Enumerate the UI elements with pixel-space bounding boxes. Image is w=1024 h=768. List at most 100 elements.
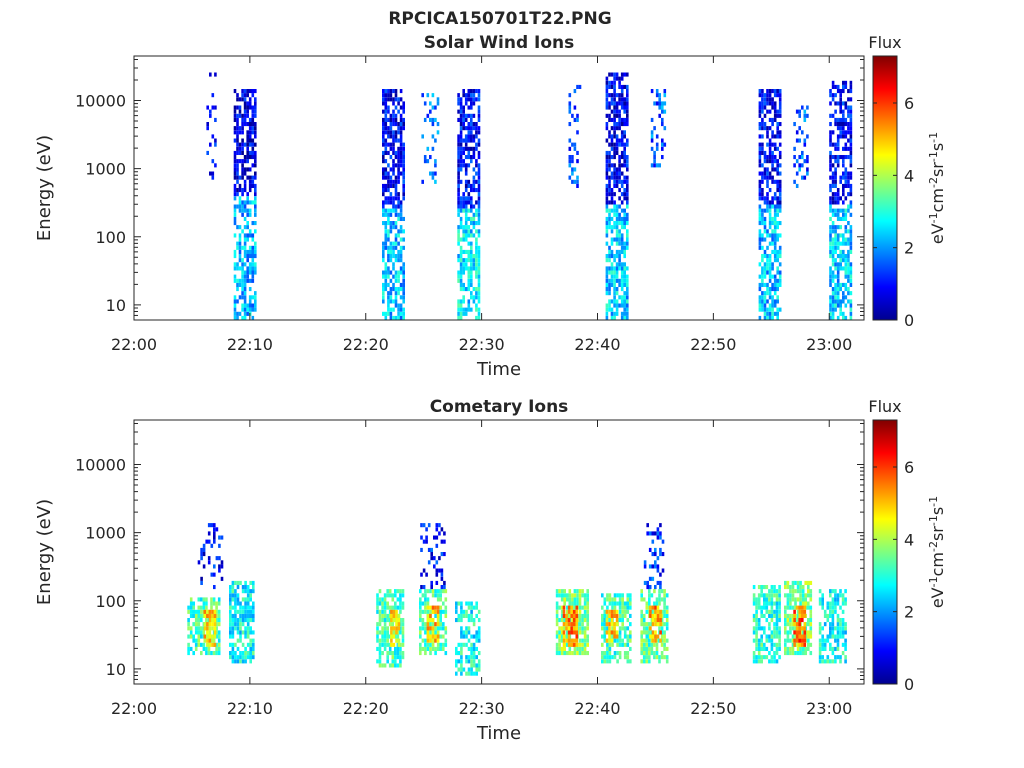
heatmap-cell [608, 130, 611, 135]
heatmap-cell [791, 605, 795, 610]
heatmap-cell [618, 618, 622, 623]
heatmap-cell [244, 626, 247, 631]
heatmap-cell [763, 105, 767, 110]
heatmap-cell [252, 642, 255, 647]
heatmap-cell [768, 221, 772, 226]
heatmap-cell [384, 101, 388, 106]
heatmap-cell [831, 212, 835, 217]
heatmap-cell [766, 311, 769, 316]
heatmap-cell [208, 626, 212, 631]
heatmap-cell [613, 287, 616, 292]
heatmap-cell [583, 651, 587, 656]
heatmap-cell [766, 204, 769, 209]
heatmap-cell [217, 622, 221, 627]
heatmap-cell [573, 601, 577, 606]
heatmap-cell [806, 134, 809, 139]
heatmap-cell [834, 282, 837, 287]
heatmap-cell [389, 117, 393, 122]
heatmap-cell [760, 589, 763, 594]
heatmap-cell [440, 585, 444, 590]
heatmap-cell [387, 237, 390, 242]
heatmap-cell [236, 188, 239, 193]
heatmap-cell [786, 646, 790, 651]
heatmap-cell [402, 117, 405, 122]
heatmap-cell [778, 609, 781, 614]
y-tick-label: 100 [95, 228, 126, 247]
heatmap-cell [231, 646, 235, 651]
heatmap-cell [236, 609, 240, 614]
heatmap-cell [796, 651, 800, 656]
heatmap-cell [197, 634, 201, 639]
heatmap-cell [801, 605, 804, 610]
heatmap-cell [847, 241, 850, 246]
heatmap-cell [608, 659, 612, 664]
heatmap-cell [829, 142, 832, 147]
heatmap-cell [768, 212, 772, 217]
heatmap-cell [821, 626, 824, 631]
heatmap-cell [189, 626, 193, 631]
heatmap-cell [238, 130, 242, 135]
heatmap-cell [605, 89, 609, 94]
heatmap-cell [615, 179, 619, 184]
heatmap-cell [475, 613, 478, 618]
heatmap-cell [646, 523, 649, 528]
heatmap-cell [658, 655, 661, 660]
heatmap-cell [763, 295, 767, 300]
heatmap-cell [440, 539, 444, 544]
heatmap-cell [239, 609, 242, 614]
heatmap-cell [381, 597, 384, 602]
heatmap-cell [464, 183, 468, 188]
heatmap-cell [839, 249, 842, 254]
heatmap-cell [623, 212, 626, 217]
heatmap-cell [460, 659, 463, 664]
heatmap-cell [251, 113, 255, 118]
heatmap-cell [390, 630, 393, 635]
heatmap-cell [560, 646, 564, 651]
heatmap-cell [248, 188, 252, 193]
heatmap-cell [399, 171, 403, 176]
heatmap-cell [847, 126, 850, 131]
heatmap-cell [477, 89, 481, 94]
heatmap-cell [233, 208, 237, 213]
heatmap-cell [394, 315, 398, 320]
heatmap-cell [472, 89, 476, 94]
heatmap-cell [470, 655, 473, 660]
heatmap-cell [621, 622, 624, 627]
heatmap-cell [457, 258, 460, 263]
heatmap-cell [395, 630, 398, 635]
heatmap-cell [251, 274, 255, 279]
heatmap-cell [789, 601, 792, 606]
heatmap-cell [429, 109, 432, 114]
heatmap-cell [212, 651, 216, 656]
heatmap-cell [776, 113, 779, 118]
heatmap-cell [626, 651, 630, 656]
heatmap-cell [475, 655, 478, 660]
heatmap-cell [467, 249, 471, 254]
heatmap-cell [658, 101, 661, 106]
heatmap-cell [842, 175, 845, 180]
heatmap-cell [249, 618, 252, 623]
heatmap-cell [771, 155, 774, 160]
heatmap-cell [773, 622, 776, 627]
heatmap-cell [844, 597, 847, 602]
heatmap-cell [464, 229, 468, 234]
heatmap-cell [626, 266, 629, 271]
heatmap-cell [436, 630, 440, 635]
heatmap-cell [399, 295, 403, 300]
heatmap-cell [831, 278, 835, 283]
heatmap-cell [397, 642, 401, 647]
heatmap-cell [771, 241, 774, 246]
heatmap-cell [187, 651, 190, 656]
heatmap-cell [660, 609, 664, 614]
heatmap-cell [459, 200, 463, 205]
heatmap-cell [472, 671, 476, 676]
heatmap-cell [388, 605, 392, 610]
heatmap-cell [565, 618, 568, 623]
heatmap-cell [467, 299, 471, 304]
heatmap-cell [847, 130, 850, 135]
heatmap-cell [475, 142, 478, 147]
heatmap-cell [789, 585, 792, 590]
heatmap-cell [215, 630, 218, 635]
heatmap-cell [804, 597, 807, 602]
heatmap-cell [459, 311, 463, 316]
